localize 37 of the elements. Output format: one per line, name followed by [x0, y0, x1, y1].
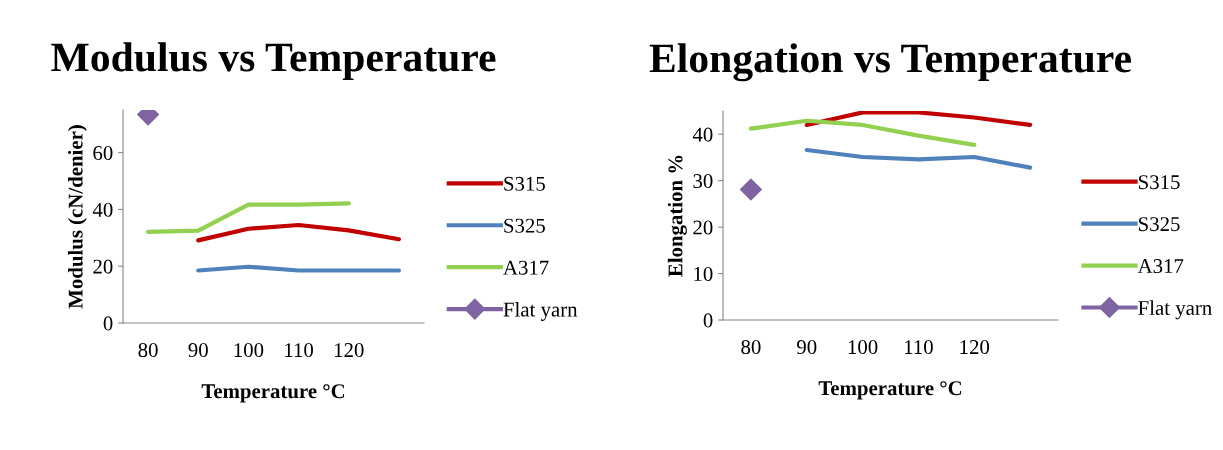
y-tick-label: 10 [694, 266, 713, 281]
x-tick-label: 120 [334, 343, 364, 358]
y-tick-label: 20 [93, 259, 113, 274]
x-tick-label: 90 [188, 343, 208, 358]
chart-title: Modulus vs Temperature [51, 42, 496, 80]
legend-label: S325 [1139, 217, 1180, 232]
y-tick-label: 20 [693, 220, 713, 235]
x-tick-label: 120 [960, 340, 990, 355]
legend-label: S315 [504, 176, 545, 191]
y-axis-title: Elongation % [667, 155, 687, 277]
line-series [804, 147, 1033, 170]
chart-title: Elongation vs Temperature [649, 43, 1131, 82]
x-axis-title: Temperature °C [818, 381, 962, 400]
x-tick-label: 100 [234, 343, 264, 358]
y-tick-label: 0 [103, 316, 113, 331]
x-axis-title: Temperature °C [201, 384, 345, 403]
x-tick-label: 80 [138, 343, 158, 358]
legend-label: A317 [1137, 259, 1184, 274]
legend-label: Flat yarn [503, 301, 578, 321]
legend-label: S315 [1139, 175, 1180, 190]
x-tick-label: 110 [905, 340, 933, 355]
x-tick-label: 110 [285, 343, 314, 358]
x-tick-label: 100 [848, 340, 878, 355]
x-tick-label: 90 [797, 340, 817, 355]
y-axis-title: Modulus (cN/denier) [68, 125, 87, 309]
x-tick-label: 80 [741, 340, 761, 355]
y-tick-label: 30 [693, 174, 713, 189]
y-tick-label: 40 [692, 127, 713, 142]
line-series [145, 201, 351, 234]
y-tick-label: 60 [93, 145, 113, 161]
legend-label: S325 [504, 218, 545, 233]
line-series [196, 222, 402, 243]
legend-label: Flat yarn [1138, 300, 1212, 320]
y-tick-label: 40 [92, 202, 113, 217]
legend-label: A317 [503, 260, 549, 275]
line-series [748, 118, 977, 147]
y-tick-label: 0 [703, 313, 713, 328]
